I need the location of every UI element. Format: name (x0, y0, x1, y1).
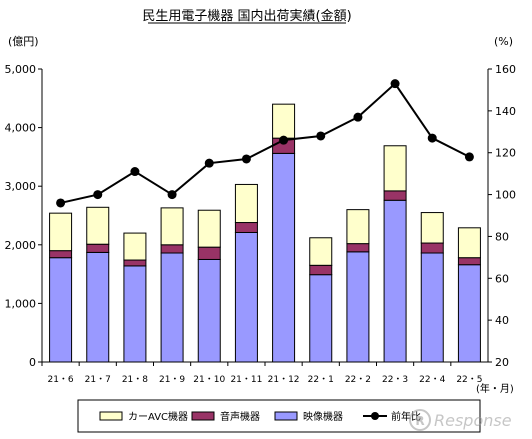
right-axis-tick-label: 140 (495, 105, 516, 118)
watermark-text: Response (434, 411, 512, 430)
legend-swatch (191, 411, 215, 421)
right-axis-tick-label: 160 (495, 63, 516, 76)
right-axis-tick-label: 80 (495, 230, 509, 243)
bar-segment (383, 199, 407, 363)
yoy-point (390, 79, 400, 89)
x-axis-tick-label: 21・12 (268, 375, 300, 385)
bar-segment (234, 183, 258, 224)
bar-segment (383, 190, 407, 201)
right-axis-tick-label: 20 (495, 356, 509, 369)
watermark: R Response (409, 409, 512, 431)
right-axis-tick-label: 120 (495, 147, 516, 160)
bar-segment (234, 222, 258, 233)
x-axis-tick-label: 22・1 (308, 375, 334, 385)
bar-segment (383, 145, 407, 192)
bar-segment (86, 206, 110, 245)
yoy-point (353, 112, 363, 122)
left-axis-tick-label: 3,000 (5, 180, 37, 193)
bar-segment (272, 103, 296, 139)
bar-segment (346, 243, 370, 253)
legend-label: 音声機器 (220, 410, 260, 423)
bar-segment (49, 257, 73, 363)
watermark-logo-icon (409, 409, 431, 431)
right-axis-tick-label: 40 (495, 314, 509, 327)
left-axis-tick-label: 2,000 (5, 239, 37, 252)
bar-segment (457, 227, 481, 259)
yoy-point (56, 198, 66, 208)
bar-segment (420, 242, 444, 254)
x-axis-tick-label: 22・5 (456, 375, 482, 385)
legend-label: カーAVC機器 (128, 410, 188, 423)
right-axis-tick-label: 60 (495, 272, 509, 285)
x-axis-tick-label: 21・7 (85, 375, 111, 385)
bar-segment (457, 264, 481, 363)
yoy-point (316, 131, 326, 141)
bar-segment (309, 237, 333, 266)
watermark-logo-letter: R (415, 414, 424, 428)
x-axis-tick-label: 21・11 (230, 375, 262, 385)
bar-segment (49, 250, 73, 259)
bar-segment (234, 231, 258, 363)
bar-segment (272, 152, 296, 363)
yoy-point (241, 154, 251, 164)
yoy-point (93, 190, 103, 200)
x-axis-tick-label: 21・6 (47, 375, 73, 385)
x-axis-tick-label: 22・4 (419, 375, 445, 385)
yoy-line (60, 82, 470, 204)
bar-segment (197, 258, 221, 363)
x-axis-tick-label: 21・8 (122, 375, 148, 385)
x-axis-tick-label: 22・3 (382, 375, 408, 385)
bar-segment (197, 209, 221, 248)
legend-swatch (99, 411, 123, 421)
yoy-point (130, 167, 140, 177)
bar-segment (86, 243, 110, 253)
x-axis-unit: (年・月) (476, 382, 514, 395)
x-axis-tick-label: 21・10 (193, 375, 225, 385)
bar-segment (123, 265, 147, 363)
axes: 0 1,000 2,000 3,000 4,000 5,000 20 40 60 80 100 120… (5, 63, 517, 385)
bar-segment (160, 244, 184, 254)
bar-segment (346, 251, 370, 363)
bar-segment (123, 232, 147, 261)
legend-swatch (274, 411, 298, 421)
right-axis-unit: (%) (494, 35, 513, 48)
right-axis-tick-label: 100 (495, 189, 516, 202)
bar-segment (309, 264, 333, 276)
legend-marker (371, 412, 379, 420)
left-axis-tick-label: 4,000 (5, 122, 37, 135)
bar-segment (309, 274, 333, 363)
yoy-point (204, 158, 214, 168)
x-axis-tick-label: 21・9 (159, 375, 185, 385)
left-axis-unit: (億円) (8, 35, 39, 48)
bar-segment (123, 259, 147, 267)
bar-segment (160, 252, 184, 363)
left-axis-tick-label: 0 (29, 356, 36, 369)
bar-segment (457, 257, 481, 266)
x-axis-tick-label: 22・2 (345, 375, 371, 385)
left-axis-tick-label: 1,000 (5, 297, 37, 310)
bar-segment (160, 207, 184, 246)
yoy-point (167, 190, 177, 200)
left-axis-tick-label: 5,000 (5, 63, 37, 76)
yoy-point (279, 135, 289, 145)
bar-segment (420, 252, 444, 363)
bar-segment (420, 212, 444, 244)
plot-area (49, 79, 481, 363)
bar-segment (197, 246, 221, 260)
yoy-point (464, 152, 474, 162)
yoy-point (427, 133, 437, 143)
bar-segment (49, 212, 73, 252)
chart-title: 民生用電子機器 国内出荷実績(金額) (142, 8, 351, 24)
bar-segment (86, 251, 110, 363)
legend-label: 映像機器 (303, 410, 343, 423)
bar-segment (346, 209, 370, 245)
